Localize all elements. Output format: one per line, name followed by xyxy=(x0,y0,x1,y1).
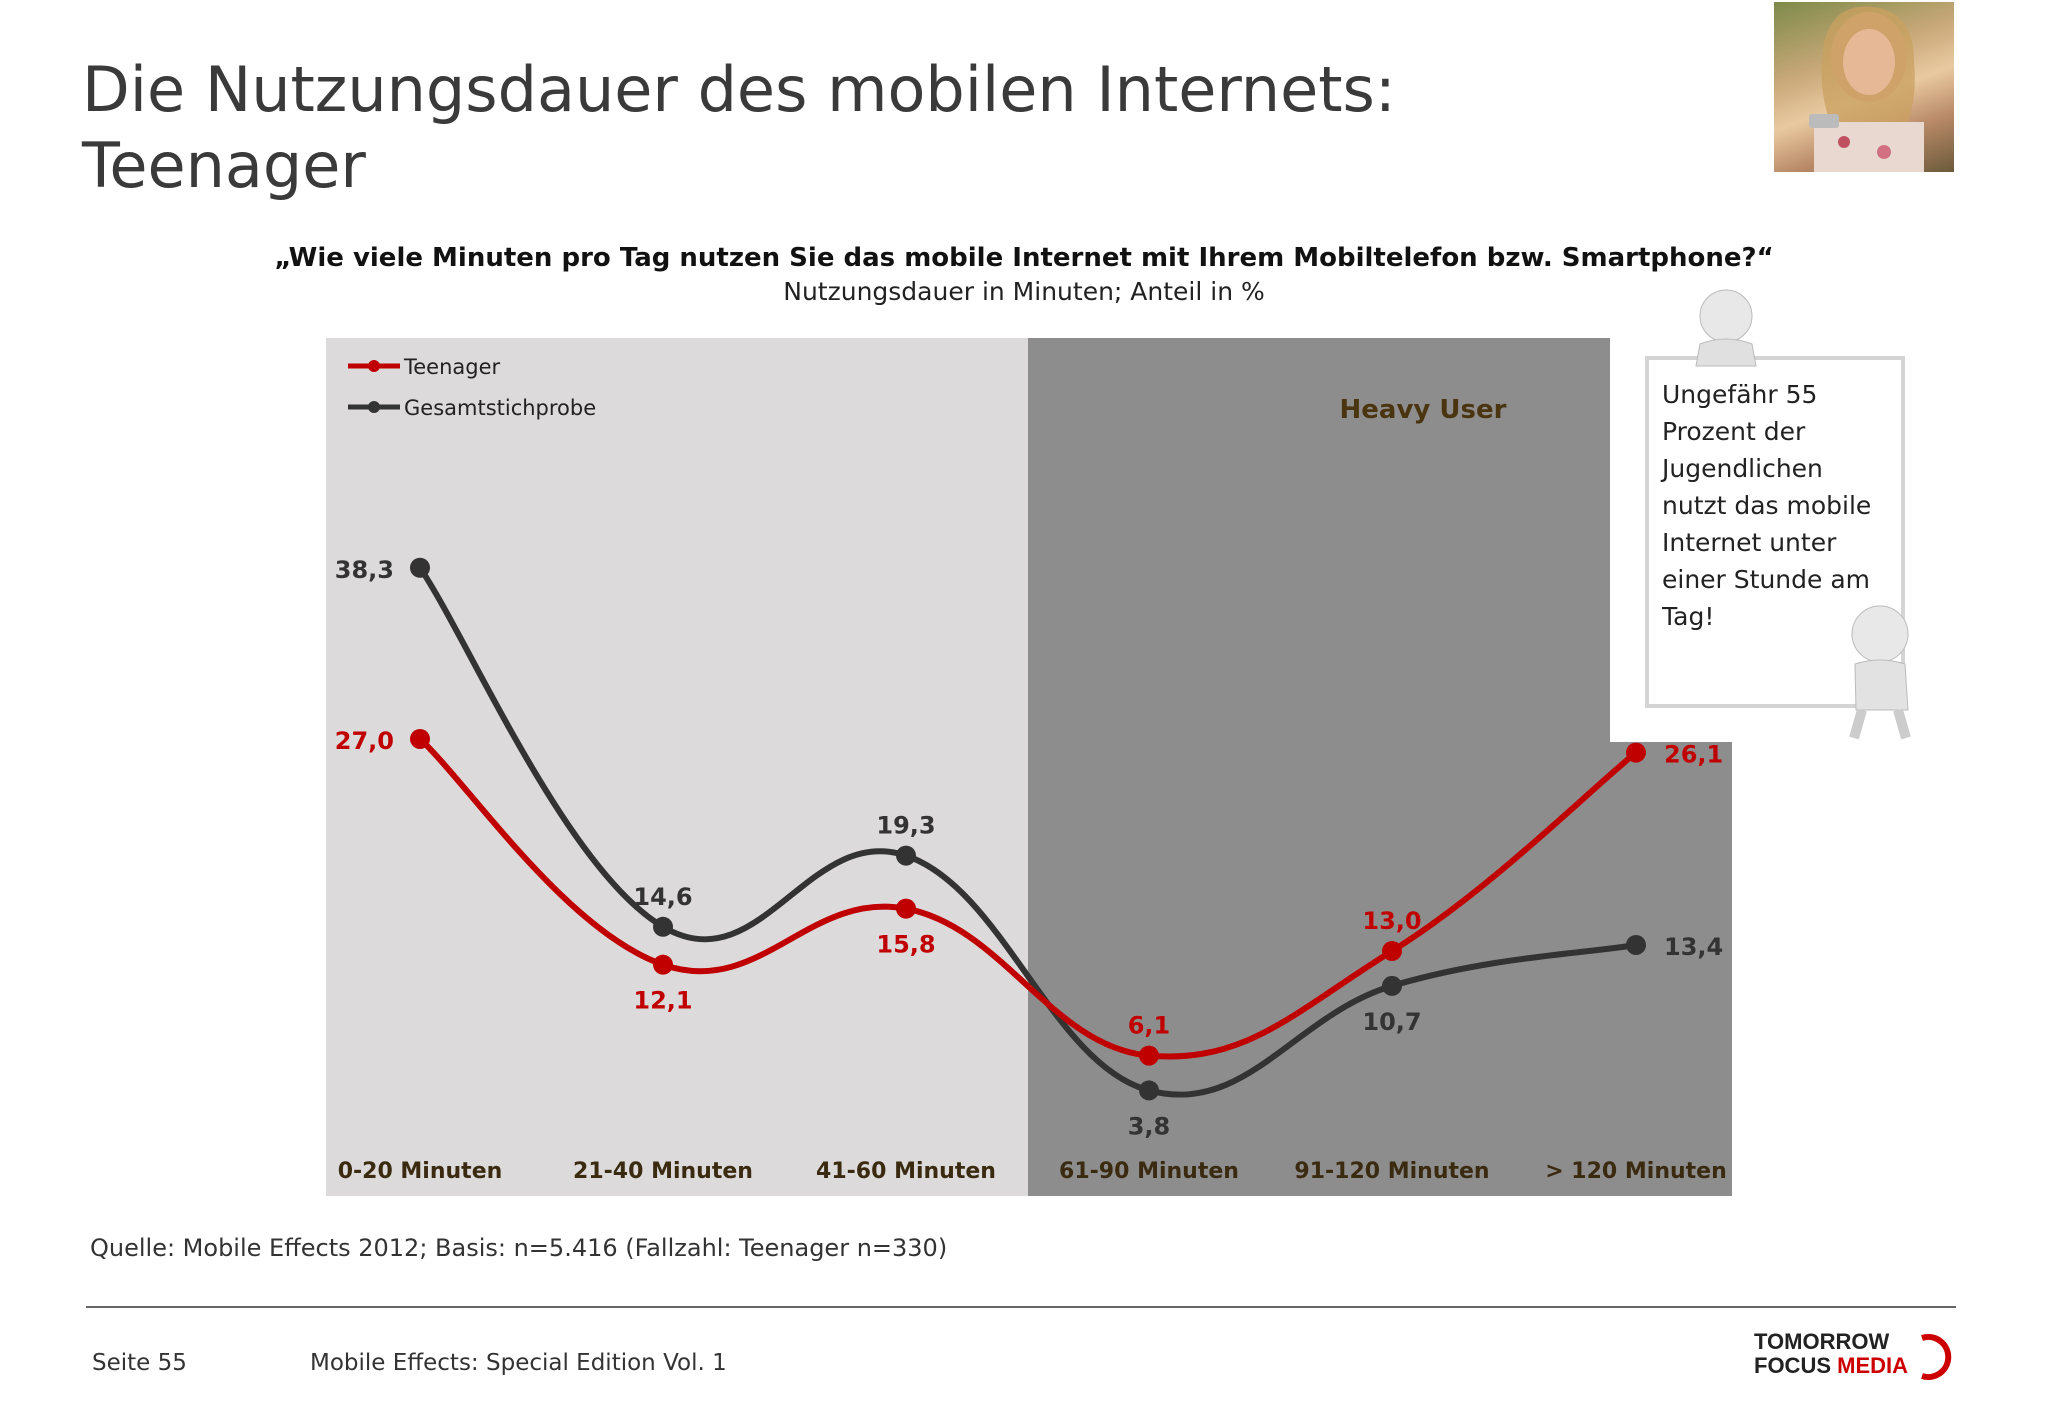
heavy-user-label: Heavy User xyxy=(1340,395,1507,425)
figure-icon xyxy=(1849,605,1911,740)
data-point xyxy=(896,845,916,866)
footer-title: Mobile Effects: Special Edition Vol. 1 xyxy=(310,1350,727,1376)
chart-subtitle: Nutzungsdauer in Minuten; Anteil in % xyxy=(783,277,1265,306)
data-label: 26,1 xyxy=(1664,741,1723,769)
legend-label-gesamt: Gesamtstichprobe xyxy=(404,396,596,420)
data-label: 3,8 xyxy=(1128,1112,1171,1140)
title-line-2: Teenager xyxy=(82,129,366,202)
logo-line-2: FOCUS MEDIA xyxy=(1754,1353,1909,1378)
footer-divider xyxy=(86,1306,1956,1308)
data-point xyxy=(653,954,673,975)
data-point xyxy=(1139,1080,1159,1101)
survey-question: „Wie viele Minuten pro Tag nutzen Sie da… xyxy=(274,243,1774,273)
heavy-user-region xyxy=(1028,338,1610,1196)
logo-mark-icon xyxy=(1921,1334,1952,1380)
callout-text: Ungefähr 55 Prozent der Jugendlichen nut… xyxy=(1662,380,1872,631)
data-point xyxy=(410,728,430,749)
x-tick-label: 0-20 Minuten xyxy=(338,1159,503,1184)
callout-note xyxy=(1645,356,1905,708)
data-point xyxy=(410,557,430,578)
chart-background xyxy=(326,338,1028,1196)
source-note: Quelle: Mobile Effects 2012; Basis: n=5.… xyxy=(90,1234,948,1262)
data-point xyxy=(653,916,673,937)
heavy-user-region-extension xyxy=(1610,742,1732,1196)
teen-photo xyxy=(1774,2,1954,172)
data-label: 15,8 xyxy=(876,931,935,959)
legend-label-teenager: Teenager xyxy=(403,355,501,379)
page-title: Die Nutzungsdauer des mobilen Internets:… xyxy=(82,52,1582,204)
data-label: 27,0 xyxy=(335,727,394,755)
x-tick-label: 21-40 Minuten xyxy=(573,1159,753,1184)
data-point xyxy=(1626,934,1646,955)
data-label: 14,6 xyxy=(633,883,692,911)
data-point xyxy=(1139,1045,1159,1066)
data-label: 13,0 xyxy=(1362,907,1421,935)
x-tick-label: 91-120 Minuten xyxy=(1294,1159,1489,1184)
data-label: 13,4 xyxy=(1664,933,1723,961)
x-tick-label: 61-90 Minuten xyxy=(1059,1159,1239,1184)
data-label: 10,7 xyxy=(1362,1008,1421,1036)
data-point xyxy=(1626,742,1646,763)
data-point xyxy=(1382,941,1402,962)
legend: Teenager Gesamtstichprobe xyxy=(348,355,596,420)
title-line-1: Die Nutzungsdauer des mobilen Internets: xyxy=(82,53,1396,126)
page-number: Seite 55 xyxy=(92,1350,187,1376)
figure-icon xyxy=(1695,289,1757,367)
data-label: 12,1 xyxy=(633,987,692,1015)
data-label: 38,3 xyxy=(335,556,394,584)
logo-line-1: TOMORROW xyxy=(1754,1329,1890,1354)
series-line-teenager xyxy=(417,736,1638,1060)
data-point xyxy=(896,898,916,919)
data-label: 6,1 xyxy=(1128,1012,1171,1040)
data-point xyxy=(1382,975,1402,996)
x-tick-label: > 120 Minuten xyxy=(1545,1159,1727,1184)
data-label: 19,3 xyxy=(876,812,935,840)
x-tick-label: 41-60 Minuten xyxy=(816,1159,996,1184)
company-logo: TOMORROW FOCUS MEDIA xyxy=(1754,1330,1964,1390)
